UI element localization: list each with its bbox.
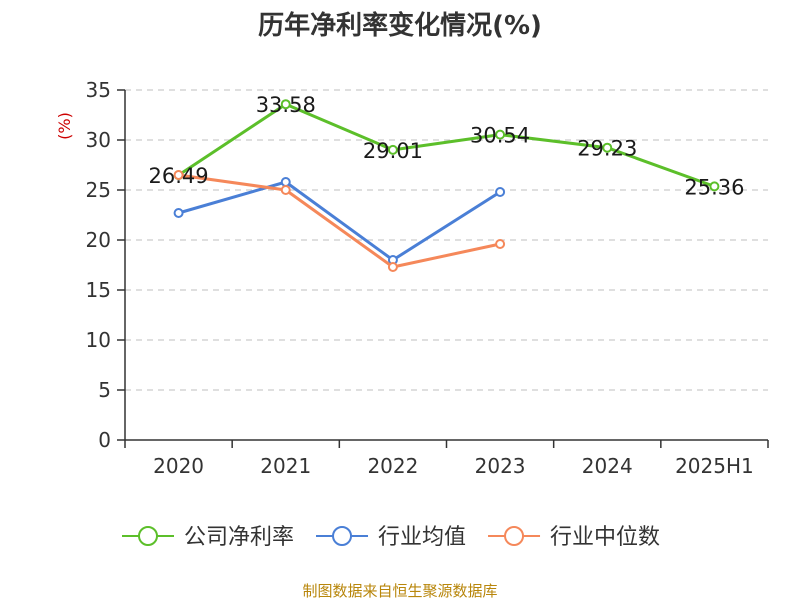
legend-item[interactable]: 行业中位数 <box>488 525 660 550</box>
legend-item[interactable]: 行业均值 <box>316 525 466 550</box>
series-layer <box>173 99 720 272</box>
legend-item[interactable]: 公司净利率 <box>122 525 294 550</box>
data-label: 30.54 <box>470 124 530 148</box>
data-label: 29.01 <box>363 139 423 163</box>
series-line <box>178 180 501 262</box>
y-tick-label: 10 <box>86 328 111 352</box>
y-axis-label: (%) <box>55 112 74 140</box>
series-line <box>178 173 501 269</box>
data-point <box>602 142 613 153</box>
series-line <box>177 102 715 188</box>
data-point <box>709 181 720 192</box>
legend[interactable]: 公司净利率 行业均值 行业中位数 <box>122 525 660 550</box>
y-tick-label: 30 <box>86 128 111 152</box>
data-point <box>495 239 506 249</box>
x-tick-label: 2020 <box>153 454 204 478</box>
data-point <box>280 185 291 195</box>
y-tick-label: 0 <box>98 428 111 452</box>
legend-marker <box>504 526 525 546</box>
data-label: 26.49 <box>149 164 209 188</box>
data-labels: 26.49 33.58 29.01 30.54 29.23 25.36 <box>149 93 745 199</box>
data-point <box>387 262 398 272</box>
data-point <box>495 129 506 140</box>
y-tick-label: 20 <box>86 228 111 252</box>
chart-title: 历年净利率变化情况(%) <box>258 10 542 41</box>
source-note: 制图数据来自恒生聚源数据库 <box>302 582 497 600</box>
data-point <box>280 177 291 187</box>
y-tick-label: 5 <box>98 378 111 402</box>
data-label: 29.23 <box>577 137 637 161</box>
x-tick-label: 2025H1 <box>675 454 754 478</box>
data-label: 25.36 <box>684 175 744 199</box>
x-tick-label: 2023 <box>475 454 526 478</box>
y-tick-label: 35 <box>86 78 111 102</box>
legend-marker <box>138 526 158 546</box>
data-label: 33.58 <box>256 93 316 117</box>
data-point <box>173 208 184 218</box>
x-tick-label: 2022 <box>367 454 418 478</box>
data-point <box>495 187 506 197</box>
axes: 0 5 10 15 20 25 30 35 2020 2021 2022 2023 2024 2025H1 <box>86 78 769 478</box>
y-tick-label: 15 <box>86 278 111 302</box>
y-tick-label: 25 <box>86 178 111 202</box>
legend-label: 行业中位数 <box>550 525 660 550</box>
data-point <box>173 170 184 180</box>
x-tick-label: 2024 <box>582 454 633 478</box>
data-point <box>387 144 398 155</box>
x-tick-label: 2021 <box>260 454 311 478</box>
data-point <box>280 99 291 110</box>
grid-lines <box>125 89 768 391</box>
legend-marker <box>332 526 353 546</box>
legend-label: 行业均值 <box>378 525 466 550</box>
legend-label: 公司净利率 <box>184 525 294 550</box>
